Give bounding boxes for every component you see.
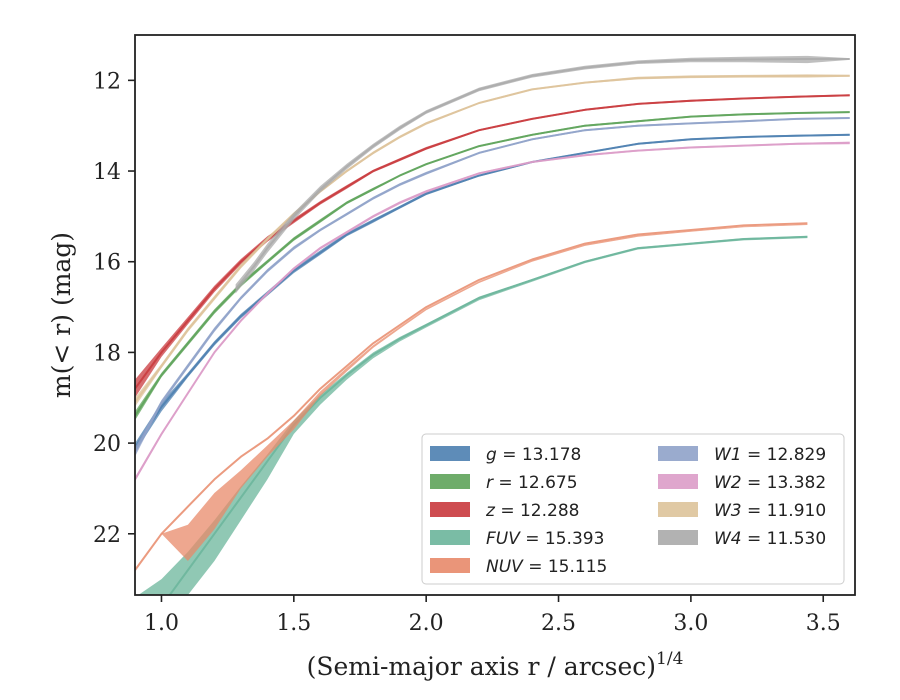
legend-label: W3 = 11.910 xyxy=(714,501,826,521)
series-line-fuv xyxy=(168,235,808,595)
x-tick-label: 3.5 xyxy=(806,611,841,636)
legend-item-w1: W1 = 12.829 xyxy=(658,445,826,465)
legend-item-w4: W4 = 11.530 xyxy=(658,529,826,549)
x-tick-label: 2.5 xyxy=(541,611,576,636)
y-tick-label: 12 xyxy=(93,69,121,94)
series-band-fuv xyxy=(138,235,808,595)
legend-label: FUV = 15.393 xyxy=(486,529,604,549)
legend-label: W1 = 12.829 xyxy=(714,445,826,465)
series-w1 xyxy=(135,117,850,457)
legend-label: W2 = 13.382 xyxy=(714,473,826,493)
legend-swatch xyxy=(430,446,470,461)
legend-item-g: g = 13.178 xyxy=(430,445,581,465)
legend-swatch xyxy=(430,502,470,517)
x-axis-label: (Semi-major axis r / arcsec)1/4 xyxy=(307,649,684,681)
series-line-g xyxy=(135,133,850,449)
legend-item-r: r = 12.675 xyxy=(430,473,578,493)
y-tick-label: 18 xyxy=(93,341,121,366)
series-line-w2 xyxy=(135,141,850,480)
x-tick-label: 2.0 xyxy=(409,611,444,636)
series-w2 xyxy=(135,141,850,482)
x-axis-label-exponent: 1/4 xyxy=(656,649,683,669)
legend-swatch xyxy=(658,474,698,489)
series-layer xyxy=(135,55,850,595)
legend-swatch xyxy=(430,558,470,573)
legend-box xyxy=(421,433,845,585)
series-band-nuv xyxy=(135,224,808,571)
series-band-w3 xyxy=(135,74,850,407)
legend-swatch xyxy=(430,474,470,489)
legend-swatch xyxy=(430,530,470,545)
y-tick-label: 14 xyxy=(93,160,121,185)
y-tick-label: 22 xyxy=(93,523,121,548)
series-line-r xyxy=(135,111,850,417)
y-tick-label: 16 xyxy=(93,251,121,276)
y-axis-label: m(< r) (mag) xyxy=(47,232,76,398)
series-w4 xyxy=(234,55,850,294)
series-band-w1 xyxy=(135,117,850,457)
series-fuv xyxy=(138,235,808,595)
legend-swatch xyxy=(658,446,698,461)
series-r xyxy=(135,111,850,421)
legend-item-w3: W3 = 11.910 xyxy=(658,501,826,521)
legend-swatch xyxy=(658,530,698,545)
series-line-nuv xyxy=(135,222,808,571)
series-band-w2 xyxy=(135,141,850,482)
legend: g = 13.178 r = 12.675 z = 12.288 FUV = 15.3… xyxy=(421,433,845,585)
legend-label: z = 12.288 xyxy=(485,501,579,521)
legend-label: r = 12.675 xyxy=(486,473,578,493)
series-line-w4 xyxy=(234,58,850,290)
x-tick-label: 1.0 xyxy=(144,611,179,636)
x-tick-label: 1.5 xyxy=(276,611,311,636)
series-line-w1 xyxy=(135,117,850,453)
legend-item-nuv: NUV = 15.115 xyxy=(430,557,607,577)
plot-frame xyxy=(134,34,856,596)
legend-label: NUV = 15.115 xyxy=(486,557,607,577)
legend-label: g = 13.178 xyxy=(486,445,581,465)
x-tick-label: 3.0 xyxy=(673,611,708,636)
legend-item-w2: W2 = 13.382 xyxy=(658,473,826,493)
series-line-z xyxy=(135,94,850,390)
series-line-w3 xyxy=(135,74,850,403)
x-axis: 1.0 1.5 2.0 2.5 3.0 3.5 xyxy=(144,595,841,636)
y-axis: 12 14 16 18 20 22 xyxy=(93,69,135,548)
series-z xyxy=(135,94,850,398)
legend-label: W4 = 11.530 xyxy=(714,529,826,549)
series-g xyxy=(135,133,850,453)
legend-item-z: z = 12.288 xyxy=(430,501,579,521)
series-w3 xyxy=(135,74,850,407)
series-band-z xyxy=(135,94,850,398)
legend-swatch xyxy=(658,502,698,517)
series-nuv xyxy=(135,222,808,571)
y-tick-label: 20 xyxy=(93,432,121,457)
legend-item-fuv: FUV = 15.393 xyxy=(430,529,604,549)
